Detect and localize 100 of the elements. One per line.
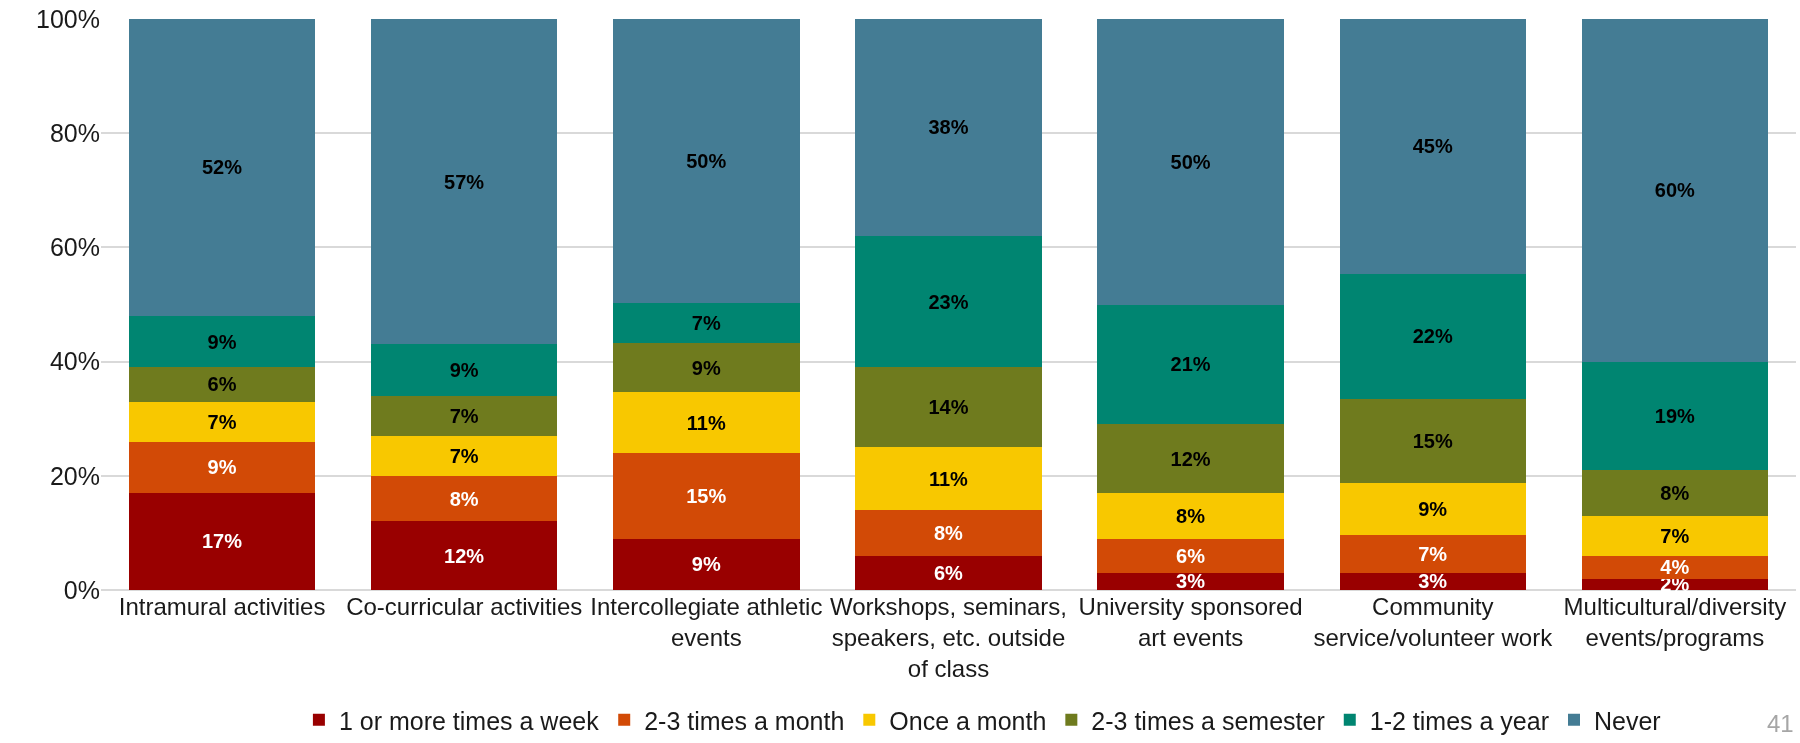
bar (613, 538, 800, 590)
bar (1097, 492, 1284, 539)
data-label: 6% (933, 561, 964, 584)
bar (613, 343, 800, 393)
x-tick-label: Multicultural/diversity events/programs (1563, 593, 1787, 652)
bar (370, 521, 558, 590)
data-label: 9% (691, 553, 721, 576)
data-label: 22% (1412, 325, 1453, 348)
data-label: 8% (1660, 481, 1690, 504)
bar (1581, 515, 1769, 556)
x-tick-label: Workshops, seminars, speakers, etc. outside of class (830, 593, 1067, 683)
data-label: 38% (928, 116, 969, 139)
bar (370, 19, 558, 345)
data-label: 19% (1654, 404, 1696, 427)
bar (370, 395, 558, 436)
bar (1339, 399, 1527, 483)
bar (855, 447, 1042, 511)
legend-label: Once a month (889, 706, 1047, 735)
data-label: 23% (928, 290, 969, 313)
data-label: 21% (1170, 353, 1211, 376)
bar (1097, 572, 1284, 590)
data-label: 15% (686, 484, 727, 507)
bar (370, 435, 558, 476)
data-label: 8% (449, 487, 479, 510)
bar (1097, 424, 1284, 493)
bar (855, 235, 1042, 368)
data-label: 3% (1176, 570, 1206, 593)
data-label: 8% (1176, 504, 1206, 527)
bar (613, 392, 800, 453)
bar (370, 475, 558, 522)
data-label: 52% (201, 156, 243, 179)
x-tick-label: Co-curricular activities (346, 593, 583, 620)
data-label: 7% (1418, 543, 1448, 566)
bar (128, 367, 316, 402)
bar (128, 441, 316, 493)
y-tick-label: 100% (36, 4, 100, 33)
bar (370, 344, 558, 396)
bar (1097, 538, 1284, 573)
bar (855, 555, 1042, 590)
data-label: 45% (1412, 135, 1453, 158)
legend-label: 1 or more times a week (338, 706, 600, 735)
data-label: 7% (691, 312, 721, 335)
x-tick-label: Community service/volunteer work (1313, 593, 1554, 652)
bar (855, 367, 1042, 448)
data-label: 17% (201, 530, 243, 553)
data-label: 6% (207, 373, 237, 396)
bar (1339, 482, 1527, 536)
data-label: 14% (928, 396, 969, 419)
data-label: 15% (1412, 429, 1453, 452)
text: 41 (1767, 710, 1794, 737)
data-label: 57% (444, 170, 485, 193)
data-label: 12% (444, 544, 485, 567)
y-tick-label: 60% (49, 233, 100, 262)
bar (855, 510, 1042, 556)
bar (128, 492, 316, 590)
bar (1581, 19, 1769, 362)
y-tick-label: 0% (63, 575, 100, 604)
data-label: 7% (1660, 524, 1690, 547)
data-label: 4% (1660, 556, 1690, 579)
legend-label: 2-3 times a semester (1091, 706, 1325, 735)
data-label: 60% (1654, 179, 1696, 202)
x-tick-label: University sponsored art events (1078, 593, 1303, 652)
bar (128, 401, 316, 442)
bar (1339, 535, 1527, 573)
y-tick-label: 20% (49, 461, 100, 490)
bar (1339, 273, 1527, 400)
bar (1339, 572, 1527, 590)
data-label: 9% (207, 330, 237, 353)
data-label: 9% (449, 359, 479, 382)
data-label: 3% (1418, 570, 1448, 593)
bar (1339, 19, 1527, 274)
data-label: 12% (1170, 447, 1211, 470)
data-label: 9% (691, 356, 721, 379)
y-tick-label: 40% (49, 347, 100, 376)
bar (1581, 361, 1769, 471)
data-label: 7% (449, 444, 479, 467)
data-label: 11% (928, 467, 969, 490)
legend-label: 1-2 times a year (1369, 706, 1550, 735)
x-tick-label: Intramural activities (118, 593, 326, 620)
bar (1581, 470, 1769, 516)
bar (613, 19, 800, 304)
bar (613, 452, 800, 539)
bar (613, 303, 800, 344)
data-label: 11% (686, 411, 726, 434)
data-label: 7% (449, 404, 479, 427)
data-label: 50% (1170, 150, 1211, 173)
y-tick-label: 80% (49, 118, 100, 147)
bar (1581, 555, 1769, 579)
data-label: 9% (207, 456, 237, 479)
bar (855, 19, 1042, 236)
x-tick-label: Intercollegiate athletic events (590, 593, 823, 652)
bar (1097, 304, 1284, 425)
bar (128, 19, 316, 316)
data-label: 6% (1176, 544, 1206, 567)
data-label: 9% (1418, 497, 1448, 520)
bar (128, 315, 316, 368)
data-label: 50% (686, 150, 727, 173)
data-label: 8% (933, 521, 964, 544)
legend-label: Never (1594, 706, 1661, 735)
legend-label: 2-3 times a month (644, 706, 845, 735)
